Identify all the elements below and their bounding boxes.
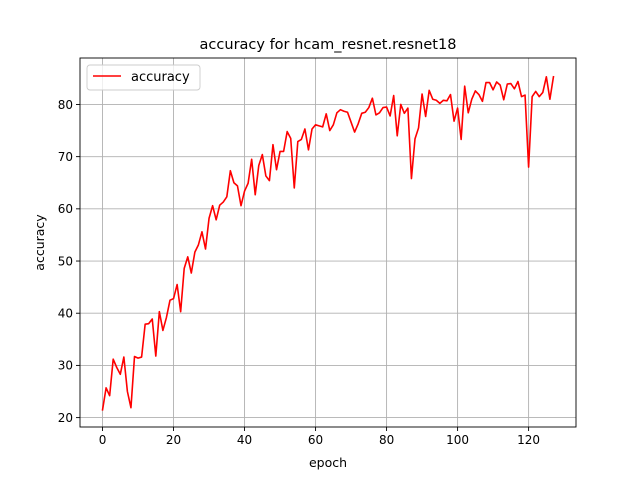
plot-area-frame (79, 57, 577, 428)
grid-lines (80, 58, 576, 427)
x-tick-label: 100 (446, 433, 469, 447)
x-tick-label: 60 (308, 433, 323, 447)
legend-box (86, 64, 201, 91)
x-tick-label: 80 (379, 433, 394, 447)
y-tick-label: 40 (58, 307, 73, 321)
y-tick-label: 50 (58, 254, 73, 268)
y-tick-label: 60 (58, 202, 73, 216)
x-axis-label: epoch (309, 455, 347, 470)
x-tick-label: 120 (517, 433, 540, 447)
y-tick-label: 80 (58, 98, 73, 112)
x-tick-label: 0 (99, 433, 107, 447)
y-axis-label: accuracy (32, 214, 47, 271)
chart-title: accuracy for hcam_resnet.resnet18 (200, 37, 457, 53)
axis-ticks: 0 20 40 60 80 100 120 20 30 40 50 60 70 80 (58, 98, 540, 447)
legend-label-accuracy: accuracy (131, 70, 190, 85)
x-tick-label: 40 (237, 433, 252, 447)
y-tick-label: 20 (58, 411, 73, 425)
y-tick-label: 70 (58, 150, 73, 164)
x-tick-label: 20 (166, 433, 181, 447)
y-tick-label: 30 (58, 359, 73, 373)
series-layer (101, 75, 555, 411)
series-line-accuracy (101, 75, 555, 411)
legend: accuracy (86, 64, 201, 91)
